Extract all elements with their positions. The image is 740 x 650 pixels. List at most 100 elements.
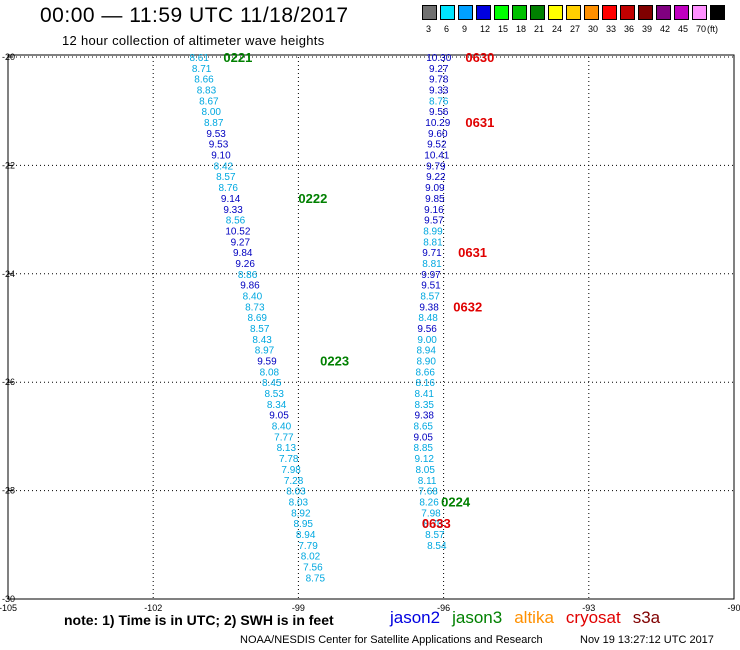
- legend-label: 33: [606, 24, 617, 34]
- wave-height-label: 9.53: [206, 129, 226, 140]
- legend-swatch: [440, 5, 455, 20]
- satellite-legend: jason2 jason3 altika cryosat s3a: [390, 608, 672, 628]
- wave-height-label: 9.84: [233, 248, 253, 259]
- map-title: 00:00 — 11:59 UTC 11/18/2017: [40, 4, 349, 27]
- lon-tick-label: -105: [0, 603, 17, 613]
- legend-label: 70: [696, 24, 707, 34]
- wave-height-label: 8.65: [414, 422, 434, 433]
- tick-layer: -105 -102 -99 -96 -93 -90 -20 -22 -24 -26 -28 -30: [0, 52, 740, 613]
- wave-height-label: 10.29: [425, 118, 450, 129]
- wave-height-label: 9.00: [417, 335, 437, 346]
- lat-tick-label: -28: [2, 486, 15, 496]
- legend-swatch: [656, 5, 671, 20]
- legend-swatch: [494, 5, 509, 20]
- wave-height-label: 8.75: [306, 573, 326, 584]
- wave-height-label: 8.48: [418, 313, 438, 324]
- pass-time-tag: 0222: [298, 191, 327, 206]
- wave-height-label: 9.22: [426, 172, 446, 183]
- legend-label: 39: [642, 24, 653, 34]
- wave-height-label: 9.16: [424, 205, 444, 216]
- legend-label: 24: [552, 24, 563, 34]
- track-cryosat: 10.309.279.789.338.769.5610.299.609.5210…: [414, 53, 452, 552]
- wave-height-label: 10.41: [424, 151, 449, 162]
- wave-height-label: 9.85: [425, 194, 445, 205]
- wave-height-label: 9.52: [427, 140, 447, 151]
- wave-height-label: 9.59: [257, 357, 277, 368]
- wave-height-label: 9.27: [231, 237, 251, 248]
- wave-height-label: 8.53: [264, 389, 284, 400]
- wave-height-label: 7.68: [418, 487, 438, 498]
- map-border: [7, 54, 735, 600]
- wave-height-label: 8.03: [286, 487, 306, 498]
- legend-swatch: [422, 5, 437, 20]
- pass-time-tag: 0631: [465, 115, 494, 130]
- wave-height-label: 9.71: [422, 248, 442, 259]
- wave-height-label: 8.94: [416, 346, 436, 357]
- wave-height-label: 7.56: [303, 562, 323, 573]
- wave-height-label: 7.98: [281, 465, 301, 476]
- legend-label: 6: [444, 24, 450, 34]
- legend-swatch: [458, 5, 473, 20]
- wave-height-label: 8.83: [197, 86, 217, 97]
- wave-height-label: 9.57: [424, 216, 444, 227]
- wave-height-label: 7.28: [284, 476, 304, 487]
- wave-height-label: 8.08: [260, 367, 280, 378]
- lat-tick-label: -20: [2, 52, 15, 62]
- wave-height-label: 9.05: [414, 432, 434, 443]
- lat-tick-label: -24: [2, 269, 15, 279]
- wave-height-label: 8.00: [202, 107, 222, 118]
- wave-height-label: 8.66: [415, 367, 435, 378]
- legend-swatch: [710, 5, 725, 20]
- wave-height-label: 10.30: [426, 53, 451, 64]
- wave-height-label: 9.09: [425, 183, 445, 194]
- lon-tick-label: -90: [727, 603, 740, 613]
- wave-height-label: 8.76: [429, 96, 449, 107]
- wave-height-label: 8.40: [272, 422, 292, 433]
- wave-height-label: 9.60: [428, 129, 448, 140]
- wave-height-label: 8.94: [296, 530, 316, 541]
- wave-height-label: 9.56: [417, 324, 437, 335]
- pass-time-tag: 0633: [422, 516, 451, 531]
- lat-tick-label: -30: [2, 594, 15, 604]
- legend-label: 27: [570, 24, 581, 34]
- wave-height-label: 8.87: [204, 118, 224, 129]
- wave-height-label: 9.10: [211, 151, 231, 162]
- wave-height-label: 8.56: [226, 216, 246, 227]
- pass-time-tag: 0221: [223, 50, 252, 65]
- wave-height-label: 8.11: [418, 476, 437, 487]
- track-jason3: 8.618.718.668.838.678.008.879.539.539.10…: [189, 53, 325, 584]
- legend-swatch: [674, 5, 689, 20]
- wave-height-label: 8.57: [420, 291, 440, 302]
- legend-label: 15: [498, 24, 509, 34]
- lon-tick-label: -99: [292, 603, 305, 613]
- wave-height-label: 8.70: [423, 519, 443, 530]
- legend-swatch: [692, 5, 707, 20]
- satellite-altika-label: altika: [514, 608, 554, 627]
- wave-height-label: 8.99: [423, 226, 443, 237]
- wave-height-label: 9.14: [221, 194, 241, 205]
- legend-swatch: [602, 5, 617, 20]
- pass-time-tag: 0223: [320, 354, 349, 369]
- wave-height-label: 7.79: [298, 541, 318, 552]
- wave-height-label: 8.92: [291, 508, 311, 519]
- pass-time-tag: 0630: [465, 50, 494, 65]
- wave-height-label: 8.26: [419, 497, 439, 508]
- lat-tick-label: -26: [2, 377, 15, 387]
- wave-height-label: 8.71: [192, 64, 212, 75]
- generation-timestamp: Nov 19 13:27:12 UTC 2017: [580, 634, 714, 646]
- legend-label: 21: [534, 24, 545, 34]
- legend-swatch: [584, 5, 599, 20]
- wave-height-label: 8.35: [415, 400, 435, 411]
- wave-height-label: 8.86: [238, 270, 258, 281]
- wave-height-label: 8.90: [416, 357, 436, 368]
- legend-label: 45: [678, 24, 689, 34]
- lon-tick-label: -93: [582, 603, 595, 613]
- wave-height-label: 7.77: [274, 432, 294, 443]
- legend-unit: (ft): [707, 24, 718, 34]
- wave-height-label: 9.51: [421, 281, 441, 292]
- wave-height-label: 7.78: [279, 454, 299, 465]
- legend-swatch: [638, 5, 653, 20]
- wave-height-label: 9.38: [415, 411, 435, 422]
- wave-height-label: 8.43: [252, 335, 272, 346]
